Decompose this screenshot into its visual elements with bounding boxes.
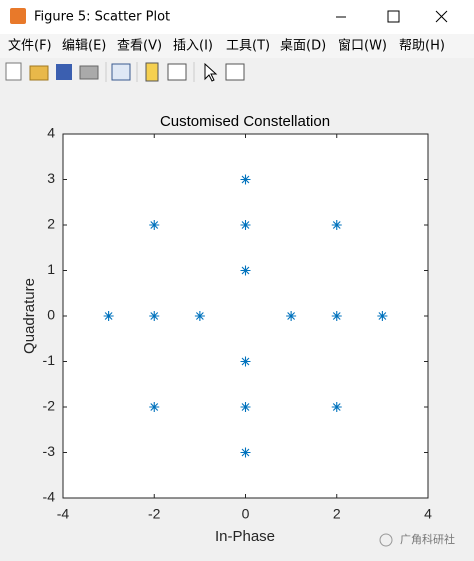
scatter-point [331,311,342,321]
scatter-point [194,311,205,321]
x-tick-label: -4 [57,506,70,522]
menu-bar [0,34,474,58]
menu-item[interactable]: 窗口(W) [338,38,387,54]
scatter-point [149,311,160,321]
menu-item[interactable]: 插入(I) [173,39,213,54]
chart-title: Customised Constellation [160,113,330,130]
open-icon[interactable] [29,65,49,81]
watermark: 广角科研社 [400,532,455,546]
menu-item[interactable]: 查看(V) [117,38,162,54]
window-title: Figure 5: Scatter Plot [34,10,170,25]
print-icon[interactable] [79,65,99,80]
link-icon[interactable] [111,63,131,81]
x-tick-label: 4 [424,506,432,522]
y-tick-label: 2 [47,216,55,232]
save-icon[interactable] [56,64,72,80]
y-tick-label: -2 [43,398,56,414]
scatter-point [103,311,114,321]
menu-item[interactable]: 编辑(E) [62,39,106,54]
pointer-icon[interactable] [204,62,218,82]
scatter-point [240,356,251,367]
y-axis-label: Quadrature [21,278,38,354]
scatter-point [331,220,342,230]
menu-item[interactable]: 文件(F) [8,39,52,54]
scatter-point [240,265,251,276]
scatter-point [377,311,388,321]
y-tick-label: -4 [43,489,56,505]
y-tick-label: 1 [47,261,55,277]
menu-item[interactable]: 桌面(D) [280,39,326,54]
scatter-point [240,220,251,230]
y-tick-label: 0 [47,307,55,323]
scatter-point [149,402,160,412]
new-icon[interactable] [5,62,22,81]
scatter-point [149,220,160,230]
y-tick-label: -1 [43,352,56,368]
scatter-point [331,402,342,412]
x-tick-label: 0 [242,506,250,522]
menu: 文件(F) 编辑(E) 查看(V) 插入(I) 工具(T) 桌面(D) 窗口(W) 帮助(H) [8,38,445,54]
scatter-point [240,174,251,185]
menu-item[interactable]: 工具(T) [226,39,270,54]
x-tick-label: -2 [148,506,161,522]
colorbar-icon[interactable] [145,62,159,82]
title-bar [0,0,474,34]
maximize-button[interactable] [387,10,400,23]
y-tick-label: 3 [47,170,55,186]
legend-icon[interactable] [167,63,187,81]
scatter-point [240,402,251,412]
axes [62,133,429,499]
close-button[interactable] [435,10,448,23]
x-axis-label: In-Phase [215,528,275,545]
app-icon [10,8,26,24]
y-tick-label: 4 [47,125,55,141]
scatter-point [286,311,297,321]
scatter-point [240,447,251,458]
x-tick-label: 2 [333,506,341,522]
menu-item[interactable]: 帮助(H) [399,39,445,54]
property-icon[interactable] [225,63,245,81]
y-tick-label: -3 [43,443,56,459]
watermark-icon [379,533,393,547]
